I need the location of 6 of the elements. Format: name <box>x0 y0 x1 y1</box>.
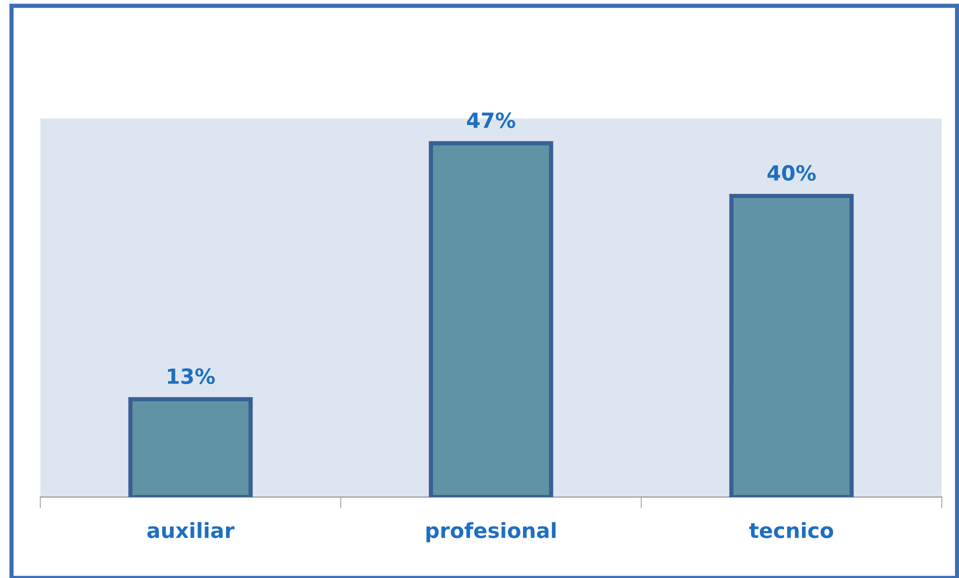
x-tick-label: auxiliar <box>147 522 235 538</box>
data-label: 13% <box>168 368 215 384</box>
x-tick-label: tecnico <box>749 522 834 538</box>
data-label: 47% <box>467 112 516 128</box>
x-tick-label: profesional <box>426 522 556 542</box>
data-label: 40% <box>768 165 816 181</box>
